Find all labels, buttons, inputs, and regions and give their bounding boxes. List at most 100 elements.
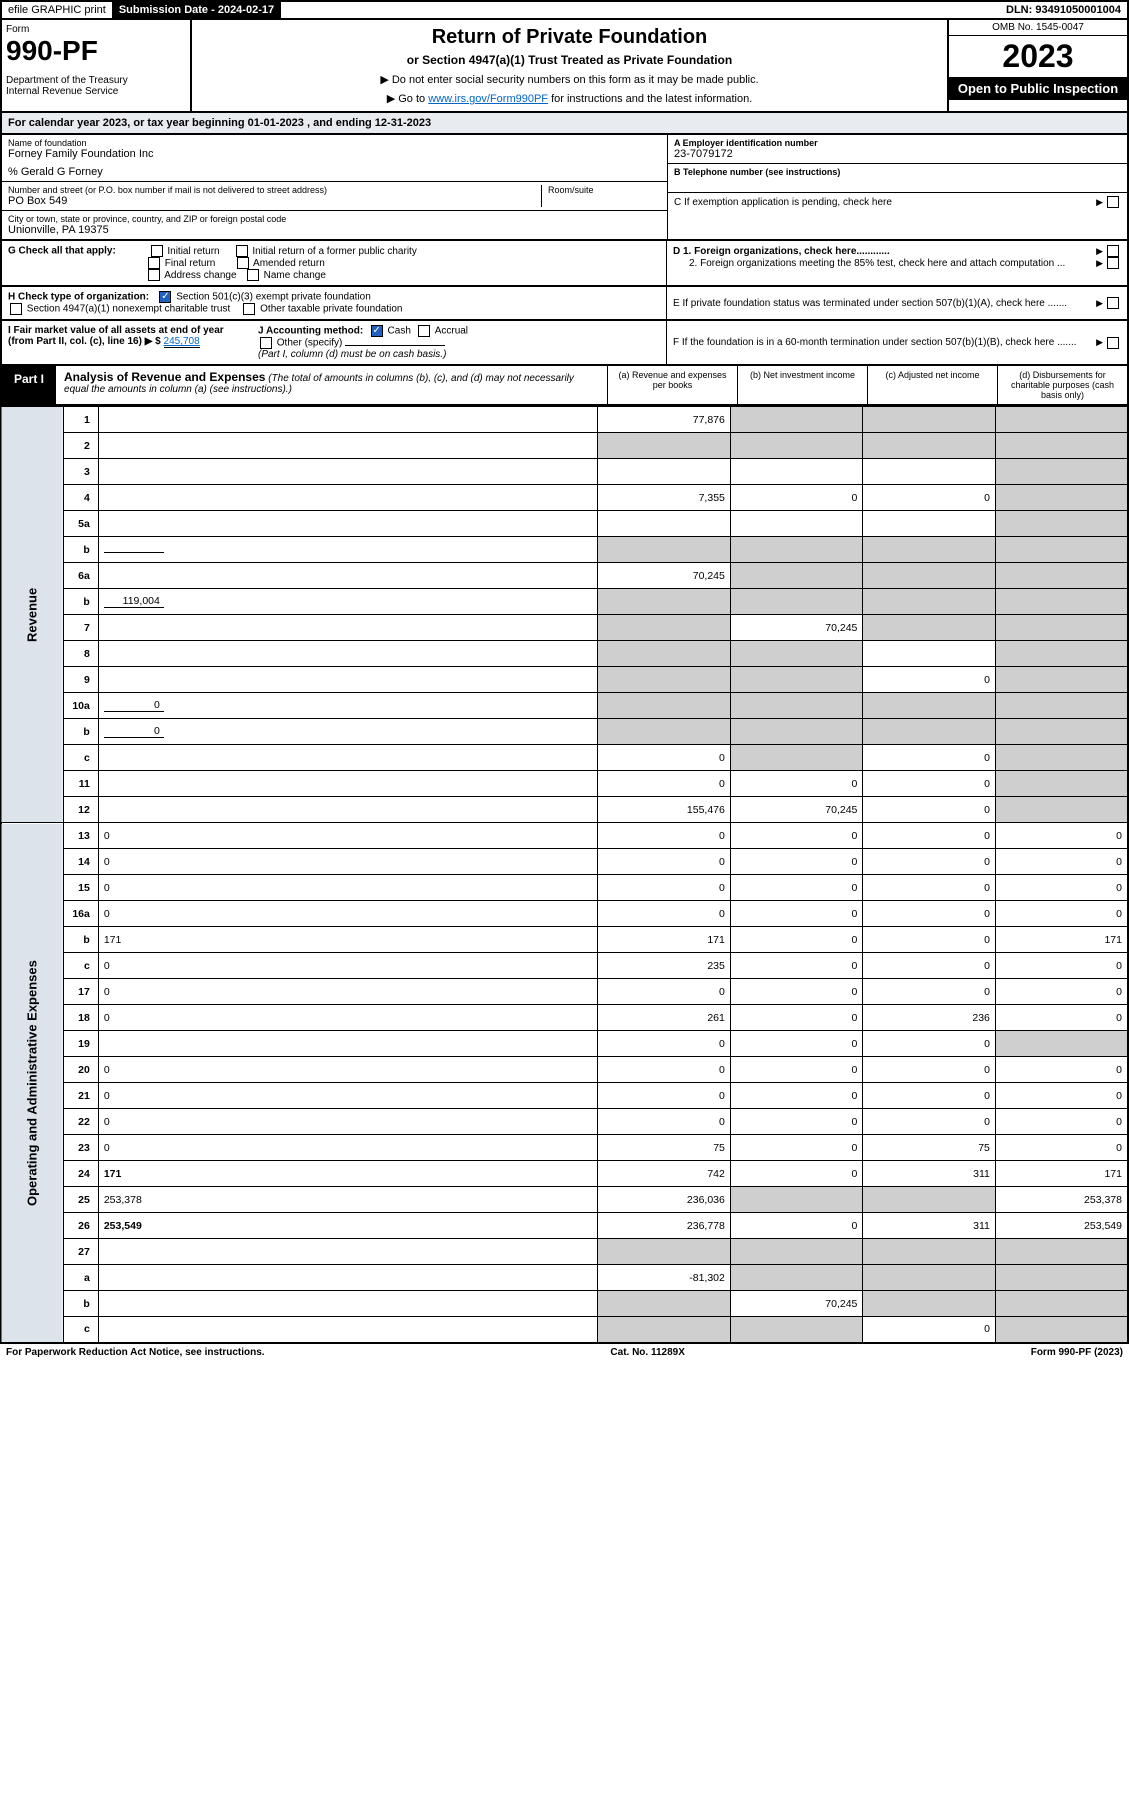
h1-checkbox[interactable]	[159, 291, 171, 303]
ij-row: I Fair market value of all assets at end…	[0, 321, 1129, 366]
dept-label: Department of the Treasury Internal Reve…	[6, 75, 186, 97]
col-a-header: (a) Revenue and expenses per books	[607, 366, 737, 404]
amount-col-c: 75	[863, 1135, 996, 1161]
c-label: C If exemption application is pending, c…	[674, 197, 892, 208]
g-row: G Check all that apply: Initial return I…	[0, 241, 1129, 287]
amount-col-b	[730, 745, 863, 771]
amount-col-a: 0	[598, 1109, 731, 1135]
d1-checkbox[interactable]	[1107, 245, 1119, 257]
f-checkbox[interactable]	[1107, 337, 1119, 349]
amount-col-d: 253,378	[995, 1187, 1128, 1213]
g-namechg-checkbox[interactable]	[247, 269, 259, 281]
address: PO Box 549	[8, 195, 541, 207]
amount-col-a: 171	[598, 927, 731, 953]
line-description	[98, 1317, 598, 1343]
room-label: Room/suite	[548, 185, 661, 195]
g-amended-checkbox[interactable]	[237, 257, 249, 269]
amount-col-d	[995, 459, 1128, 485]
amount-col-d: 0	[995, 1057, 1128, 1083]
line-description: 171	[98, 1161, 598, 1187]
amount-col-a: 0	[598, 1057, 731, 1083]
submission-date: Submission Date - 2024-02-17	[113, 2, 281, 18]
table-row: 47,35500	[1, 485, 1128, 511]
line-number: 13	[64, 823, 99, 849]
e-checkbox[interactable]	[1107, 297, 1119, 309]
line-number: 16a	[64, 901, 99, 927]
g-opt1: Final return	[165, 258, 216, 269]
i-value[interactable]: 245,708	[164, 336, 200, 348]
table-row: 12155,47670,2450	[1, 797, 1128, 823]
line-description: 0	[98, 693, 598, 719]
table-row: a-81,302	[1, 1265, 1128, 1291]
amount-col-a: 155,476	[598, 797, 731, 823]
j-other-checkbox[interactable]	[260, 337, 272, 349]
h3-checkbox[interactable]	[243, 303, 255, 315]
amount-col-c: 0	[863, 1031, 996, 1057]
line-description	[98, 433, 598, 459]
j-cash-checkbox[interactable]	[371, 325, 383, 337]
d2-checkbox[interactable]	[1107, 257, 1119, 269]
amount-col-a: 0	[598, 771, 731, 797]
line-description	[98, 797, 598, 823]
line-description: 0	[98, 849, 598, 875]
g-final-checkbox[interactable]	[148, 257, 160, 269]
foundation-name: Forney Family Foundation Inc	[8, 148, 661, 160]
amount-col-a: 236,778	[598, 1213, 731, 1239]
j-accrual: Accrual	[435, 326, 468, 337]
amount-col-a	[598, 537, 731, 563]
amount-col-c	[863, 537, 996, 563]
g-former-checkbox[interactable]	[236, 245, 248, 257]
irs-link[interactable]: www.irs.gov/Form990PF	[428, 93, 548, 105]
amount-col-c	[863, 1265, 996, 1291]
form-subtitle: or Section 4947(a)(1) Trust Treated as P…	[198, 53, 941, 67]
form-year-block: OMB No. 1545-0047 2023 Open to Public In…	[947, 20, 1127, 111]
g-initial-checkbox[interactable]	[151, 245, 163, 257]
amount-col-a: 0	[598, 1083, 731, 1109]
name-label: Name of foundation	[8, 138, 661, 148]
table-row: 2100000	[1, 1083, 1128, 1109]
table-row: 11000	[1, 771, 1128, 797]
part1-title: Analysis of Revenue and Expenses (The to…	[56, 366, 607, 404]
form-title-block: Return of Private Foundation or Section …	[192, 20, 947, 111]
amount-col-d	[995, 1291, 1128, 1317]
line-description	[98, 537, 598, 563]
amount-col-a: 70,245	[598, 563, 731, 589]
h1-label: Section 501(c)(3) exempt private foundat…	[176, 292, 371, 303]
amount-col-d: 0	[995, 823, 1128, 849]
amount-col-c: 0	[863, 875, 996, 901]
line-description: 119,004	[98, 589, 598, 615]
line-number: 25	[64, 1187, 99, 1213]
amount-col-c	[863, 719, 996, 745]
amount-col-d: 0	[995, 1083, 1128, 1109]
amount-col-b	[730, 1265, 863, 1291]
amount-col-a	[598, 1317, 731, 1343]
table-row: 90	[1, 667, 1128, 693]
amount-col-c	[863, 1187, 996, 1213]
line-number: 7	[64, 615, 99, 641]
table-row: 6a70,245	[1, 563, 1128, 589]
line-number: 1	[64, 407, 99, 433]
amount-col-b	[730, 693, 863, 719]
col-d-header: (d) Disbursements for charitable purpose…	[997, 366, 1127, 404]
footer-right: Form 990-PF (2023)	[1031, 1347, 1123, 1358]
amount-col-c: 0	[863, 849, 996, 875]
table-row: 1500000	[1, 875, 1128, 901]
h2-checkbox[interactable]	[10, 303, 22, 315]
j-accrual-checkbox[interactable]	[418, 325, 430, 337]
form-number: 990-PF	[6, 35, 186, 67]
amount-col-b: 70,245	[730, 797, 863, 823]
amount-col-a: 0	[598, 901, 731, 927]
amount-col-b	[730, 511, 863, 537]
line-description: 253,378	[98, 1187, 598, 1213]
footer-mid: Cat. No. 11289X	[610, 1347, 684, 1358]
table-row: Operating and Administrative Expenses130…	[1, 823, 1128, 849]
table-row: 230750750	[1, 1135, 1128, 1161]
c-checkbox[interactable]	[1107, 196, 1119, 208]
table-row: 1400000	[1, 849, 1128, 875]
amount-col-a	[598, 615, 731, 641]
line-number: 9	[64, 667, 99, 693]
amount-col-c	[863, 615, 996, 641]
amount-col-a	[598, 1291, 731, 1317]
g-addrchg-checkbox[interactable]	[148, 269, 160, 281]
line-description	[98, 407, 598, 433]
